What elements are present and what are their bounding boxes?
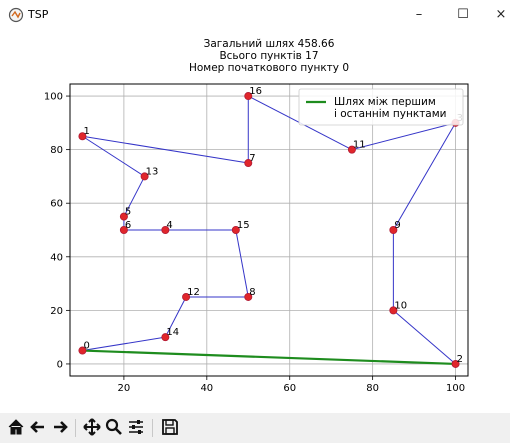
point-label: 0 [83, 341, 89, 352]
point-label: 1 [83, 126, 89, 137]
axes-frame [69, 83, 469, 377]
x-tick-label: 60 [283, 383, 296, 394]
x-tick-label: 40 [200, 383, 213, 394]
city-point [389, 225, 398, 234]
x-tick-label: 80 [366, 383, 379, 394]
city-point [78, 132, 87, 141]
y-tick-label: 80 [50, 145, 63, 156]
point-label: 4 [166, 220, 172, 231]
y-tick-label: 100 [44, 92, 63, 103]
city-point [182, 292, 191, 301]
y-tick-label: 20 [50, 306, 63, 317]
point-label: 10 [394, 300, 407, 311]
y-tick-label: 0 [57, 359, 63, 370]
point-label: 12 [187, 287, 200, 298]
route-segment [123, 176, 146, 217]
zoom-icon[interactable] [104, 414, 124, 440]
point-label: 5 [125, 207, 131, 218]
legend-box [298, 88, 464, 126]
city-point [119, 225, 128, 234]
city-point [161, 333, 170, 342]
point-label: 9 [394, 220, 400, 231]
navigation-toolbar [0, 413, 510, 443]
route-segment [164, 296, 187, 338]
route-segment [82, 336, 166, 352]
city-point [140, 172, 149, 181]
back-icon[interactable] [28, 414, 48, 440]
configure-subplots-icon[interactable] [126, 414, 146, 440]
city-point [244, 292, 253, 301]
city-point [78, 346, 87, 355]
point-label: 16 [249, 86, 262, 97]
save-icon[interactable] [160, 414, 180, 440]
forward-icon[interactable] [50, 414, 70, 440]
city-point [244, 92, 253, 101]
x-tick-label: 100 [446, 383, 465, 394]
route-segment [351, 122, 456, 151]
route-segment [82, 135, 249, 164]
y-tick-label: 60 [50, 199, 63, 210]
point-label: 15 [237, 220, 250, 231]
city-point [244, 159, 253, 168]
close-button[interactable]: × [495, 7, 507, 22]
window-title: TSP [28, 8, 49, 21]
closing-segment [82, 349, 456, 366]
toolbar-separator [75, 419, 76, 437]
point-label: 14 [166, 327, 179, 338]
point-label: 2 [457, 354, 463, 365]
point-label: 8 [249, 287, 255, 298]
route-segment [82, 135, 145, 177]
plot-figure: Загальний шлях 458.66 Всього пунктів 17 Но… [0, 30, 510, 413]
point-label: 11 [353, 140, 366, 151]
minimize-button[interactable]: – [415, 7, 423, 22]
route-segment [392, 122, 456, 231]
pan-icon[interactable] [82, 414, 102, 440]
chart-title-line: Номер початкового пункту 0 [189, 62, 349, 74]
city-point [347, 145, 356, 154]
point-label: 7 [249, 153, 255, 164]
home-icon[interactable] [6, 414, 26, 440]
chart-title-line: Всього пунктів 17 [219, 50, 318, 62]
x-tick-label: 20 [118, 383, 131, 394]
legend-label: Шлях між першим [334, 96, 436, 108]
route-segment [393, 309, 456, 365]
route-segment [235, 229, 249, 298]
toolbar-separator [152, 419, 153, 437]
chart-title-line: Загальний шлях 458.66 [204, 38, 335, 50]
point-label: 6 [125, 220, 131, 231]
point-label: 13 [146, 166, 159, 177]
city-point [119, 212, 128, 221]
y-tick-label: 40 [50, 252, 63, 263]
maximize-button[interactable]: ☐ [457, 7, 469, 22]
city-point [451, 359, 460, 368]
city-point [389, 306, 398, 315]
city-point [161, 225, 170, 234]
app-icon [8, 7, 24, 23]
legend-label: і останнім пунктами [334, 108, 447, 120]
city-point [231, 225, 240, 234]
title-bar: TSP – ☐ × [0, 0, 510, 30]
